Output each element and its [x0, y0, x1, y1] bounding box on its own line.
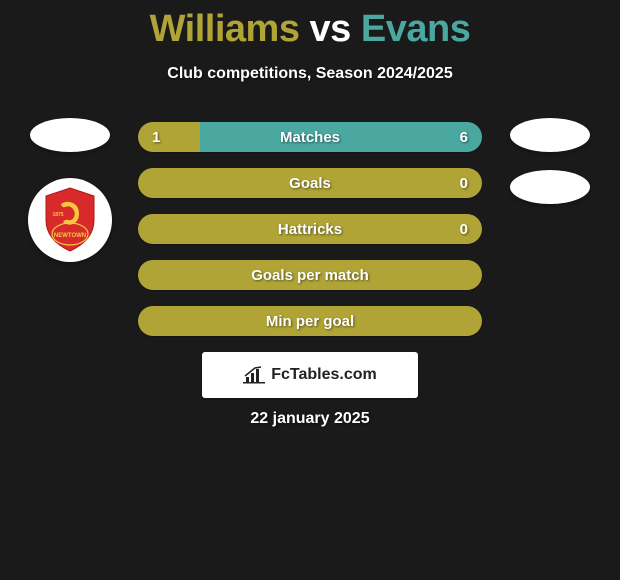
title-player1: Williams	[150, 8, 300, 50]
bar-center-label: Matches	[280, 129, 340, 146]
player1-club-badge: NEWTOWN 1875	[28, 178, 112, 262]
player2-avatar-placeholder	[510, 118, 590, 152]
bar-label-row: Min per goal	[138, 306, 482, 336]
left-column: NEWTOWN 1875	[20, 118, 120, 262]
svg-text:NEWTOWN: NEWTOWN	[54, 233, 86, 239]
bar-center-label: Hattricks	[278, 221, 342, 238]
bar-center-label: Goals	[289, 175, 331, 192]
bar-right-value: 6	[460, 129, 468, 146]
stat-bar: Goals per match	[138, 260, 482, 290]
stat-bar: Goals 0	[138, 168, 482, 198]
title-player2: Evans	[361, 8, 470, 50]
bar-label-row: Hattricks 0	[138, 214, 482, 244]
stat-bar: 1 Matches 6	[138, 122, 482, 152]
footer-date: 22 january 2025	[250, 410, 369, 428]
bar-label-row: Goals 0	[138, 168, 482, 198]
club-shield-icon: NEWTOWN 1875	[41, 186, 99, 254]
bar-center-label: Min per goal	[266, 313, 354, 330]
right-column	[500, 118, 600, 204]
player2-club-badge-placeholder	[510, 170, 590, 204]
stats-container: 1 Matches 6 Goals 0 Hattricks 0 Goals per match…	[138, 122, 482, 352]
bar-label-row: Goals per match	[138, 260, 482, 290]
bar-right-value: 0	[460, 221, 468, 238]
bar-right-value: 0	[460, 175, 468, 192]
svg-text:1875: 1875	[52, 212, 63, 218]
bar-label-row: 1 Matches 6	[138, 122, 482, 152]
chart-icon	[243, 366, 265, 384]
bar-left-value: 1	[152, 129, 160, 146]
attribution-badge: FcTables.com	[202, 352, 418, 398]
bar-center-label: Goals per match	[251, 267, 369, 284]
subtitle: Club competitions, Season 2024/2025	[0, 65, 620, 83]
title-vs: vs	[310, 8, 351, 50]
player1-avatar-placeholder	[30, 118, 110, 152]
page-title: Williams vs Evans	[0, 0, 620, 51]
attribution-text: FcTables.com	[271, 366, 377, 384]
stat-bar: Min per goal	[138, 306, 482, 336]
stat-bar: Hattricks 0	[138, 214, 482, 244]
